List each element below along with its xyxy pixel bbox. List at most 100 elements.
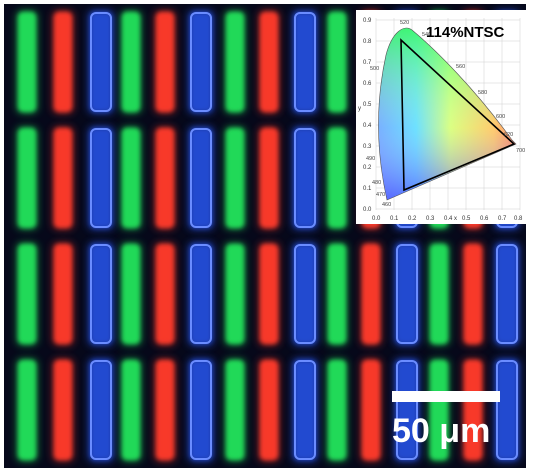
subpixel <box>190 128 212 228</box>
subpixel-array <box>16 10 520 462</box>
wavelength-label: 620 <box>504 132 513 138</box>
subpixel <box>18 360 36 460</box>
subpixel-outline <box>190 128 212 228</box>
subpixel <box>122 12 140 112</box>
wavelength-label: 700 <box>516 148 525 154</box>
subpixel-outline <box>294 128 316 228</box>
y-tick: 0.4 <box>363 123 372 129</box>
subpixel <box>294 12 316 112</box>
gamut-triangle <box>400 38 516 192</box>
subpixel <box>464 360 482 460</box>
x-tick: 0.2 <box>408 216 417 222</box>
y-tick: 0.9 <box>363 18 372 24</box>
subpixel <box>122 360 140 460</box>
subpixel <box>328 244 346 344</box>
y-tick: 0.2 <box>363 165 372 171</box>
subpixel <box>122 128 140 228</box>
scale-bar <box>392 391 500 402</box>
subpixel <box>190 244 212 344</box>
subpixel <box>54 128 72 228</box>
wavelength-label: 470 <box>376 192 385 198</box>
subpixel-outline <box>190 244 212 344</box>
wavelength-label: 560 <box>456 64 465 70</box>
subpixel <box>90 244 112 344</box>
subpixel-outline <box>396 360 418 460</box>
subpixel <box>328 360 346 460</box>
wavelength-label: 520 <box>400 20 409 26</box>
gamut-percentage-label: 114%NTSC <box>426 24 505 41</box>
wavelength-label: 580 <box>478 90 487 96</box>
subpixel <box>464 244 482 344</box>
subpixel <box>396 360 418 460</box>
subpixel <box>54 12 72 112</box>
cie-chromaticity-inset: 0.9 0.8 0.7 0.6 0.5 0.4 0.3 0.2 0.1 0.0 … <box>356 10 526 224</box>
x-tick: 0.6 <box>480 216 489 222</box>
subpixel <box>54 360 72 460</box>
subpixel <box>156 128 174 228</box>
x-tick: 0.3 <box>426 216 435 222</box>
subpixel-outline <box>90 128 112 228</box>
cie-diagram: 0.9 0.8 0.7 0.6 0.5 0.4 0.3 0.2 0.1 0.0 … <box>358 18 525 222</box>
wavelength-label: 500 <box>370 66 379 72</box>
wavelength-label: 480 <box>372 180 381 186</box>
x-tick: 0.8 <box>514 216 523 222</box>
wavelength-label: 460 <box>382 202 391 208</box>
x-tick: 0.5 <box>462 216 471 222</box>
subpixel <box>226 360 244 460</box>
subpixel <box>496 360 518 460</box>
subpixel <box>90 360 112 460</box>
y-tick: 0.8 <box>363 39 372 45</box>
subpixel <box>294 128 316 228</box>
x-tick: 0.1 <box>390 216 399 222</box>
subpixel <box>226 244 244 344</box>
subpixel <box>294 360 316 460</box>
subpixel-outline <box>396 244 418 344</box>
subpixel <box>430 360 448 460</box>
y-tick: 0.0 <box>363 207 372 213</box>
subpixel-outline <box>496 360 518 460</box>
subpixel <box>156 244 174 344</box>
subpixel <box>18 244 36 344</box>
y-tick: 0.3 <box>363 144 372 150</box>
subpixel <box>190 360 212 460</box>
y-tick: 0.7 <box>363 60 372 66</box>
subpixel-outline <box>190 12 212 112</box>
subpixel <box>156 12 174 112</box>
subpixel-outline <box>90 12 112 112</box>
micrograph-image: 0.9 0.8 0.7 0.6 0.5 0.4 0.3 0.2 0.1 0.0 … <box>4 4 526 468</box>
y-axis-symbol: y <box>358 106 361 112</box>
subpixel-outline <box>90 244 112 344</box>
y-tick: 0.6 <box>363 81 372 87</box>
subpixel <box>260 244 278 344</box>
subpixel-outline <box>294 12 316 112</box>
subpixel <box>18 12 36 112</box>
subpixel <box>396 244 418 344</box>
x-tick: 0.0 <box>372 216 381 222</box>
x-tick: 0.7 <box>498 216 507 222</box>
subpixel <box>294 244 316 344</box>
subpixel <box>430 244 448 344</box>
subpixel <box>54 244 72 344</box>
spectral-locus <box>378 27 517 201</box>
subpixel <box>90 12 112 112</box>
y-tick: 0.1 <box>363 186 372 192</box>
subpixel <box>328 128 346 228</box>
wavelength-label: 490 <box>366 156 375 162</box>
subpixel-outline <box>294 360 316 460</box>
subpixel-outline <box>190 360 212 460</box>
subpixel <box>260 360 278 460</box>
subpixel-outline <box>90 360 112 460</box>
x-tick: 0.4 <box>444 216 453 222</box>
subpixel <box>122 244 140 344</box>
subpixel <box>226 12 244 112</box>
subpixel <box>156 360 174 460</box>
subpixel <box>226 128 244 228</box>
y-tick: 0.5 <box>363 102 372 108</box>
subpixel-outline <box>294 244 316 344</box>
subpixel <box>90 128 112 228</box>
subpixel-outline <box>496 244 518 344</box>
subpixel <box>496 244 518 344</box>
subpixel <box>362 360 380 460</box>
subpixel <box>18 128 36 228</box>
subpixel <box>328 12 346 112</box>
